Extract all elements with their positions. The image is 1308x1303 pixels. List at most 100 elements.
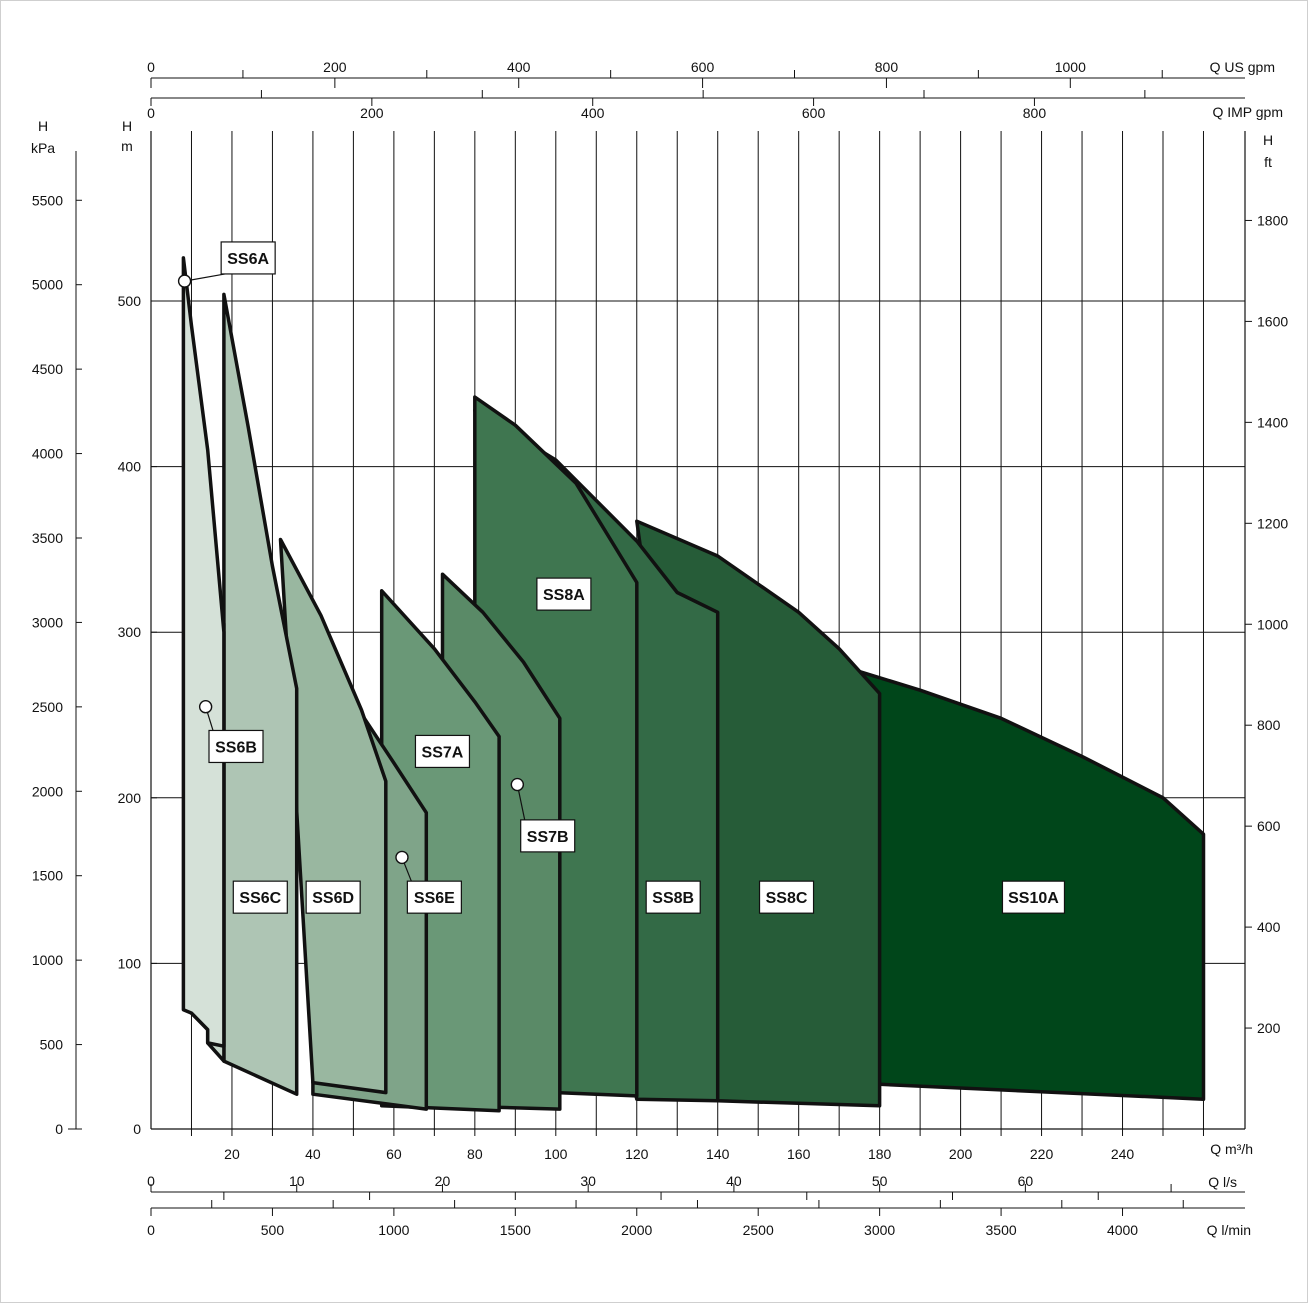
tick-label-kpa: 4500 <box>32 361 63 377</box>
tick-label-ft: 1200 <box>1257 515 1288 531</box>
series-label-ss6c: SS6C <box>239 890 281 907</box>
tick-label-m: 400 <box>118 459 142 475</box>
tick-label-ft: 600 <box>1257 818 1281 834</box>
tick-label-kpa: 5000 <box>32 277 63 293</box>
series-label-box-ss6a <box>220 241 276 275</box>
series-label-box-ss10a <box>1001 880 1066 914</box>
series-label-ss6d: SS6D <box>312 890 354 907</box>
callout-marker-ss6b <box>198 700 213 714</box>
tick-label-kpa: 0 <box>55 1121 63 1137</box>
series-label-box-ss7a <box>414 734 471 769</box>
tick-label-lmin: 3000 <box>864 1222 895 1238</box>
tick-label-kpa: 2000 <box>32 783 63 799</box>
series-label-box-ss6c <box>232 880 288 914</box>
tick-label-lmin: 1500 <box>500 1222 531 1238</box>
tick-label-lmin: 3500 <box>986 1222 1017 1238</box>
tick-label-ft: 1400 <box>1257 414 1288 430</box>
callout-line-ss6a <box>184 273 226 282</box>
tick-label-us-gpm: 1000 <box>1055 59 1086 75</box>
tick-label-m: 100 <box>118 955 142 971</box>
tick-label-m: 500 <box>118 293 142 309</box>
tick-label-ft: 1600 <box>1257 313 1288 329</box>
series-area-ss6a <box>181 256 226 1048</box>
tick-label-kpa: 4000 <box>32 446 63 462</box>
tick-label-m3h: 120 <box>625 1146 649 1162</box>
tick-label-ft: 400 <box>1257 919 1281 935</box>
tick-label-us-gpm: 600 <box>691 59 715 75</box>
tick-label-m3h: 40 <box>305 1146 321 1162</box>
tick-label-ft: 1000 <box>1257 616 1288 632</box>
tick-label-ls: 40 <box>726 1173 742 1189</box>
axis-label-kpa-top: H <box>38 118 48 134</box>
series-label-ss6a: SS6A <box>227 251 269 268</box>
series-label-ss7b: SS7B <box>527 829 569 846</box>
axis-label-us-gpm: Q US gpm <box>1210 59 1275 75</box>
axis-label-ft-top: H <box>1263 132 1273 148</box>
series-label-box-ss7b <box>520 819 576 853</box>
series-label-box-ss6b <box>208 729 264 764</box>
series-label-ss8b: SS8B <box>652 890 694 907</box>
tick-label-ls: 50 <box>872 1173 888 1189</box>
tick-label-ft: 200 <box>1257 1020 1281 1036</box>
series-label-box-ss8c <box>758 880 815 914</box>
axis-label-m-bottom: m <box>121 138 133 154</box>
tick-label-imp-gpm: 0 <box>147 105 155 121</box>
series-label-ss6b: SS6B <box>215 739 257 756</box>
series-label-box-ss8b <box>645 880 701 914</box>
tick-label-m3h: 100 <box>544 1146 568 1162</box>
tick-label-kpa: 3000 <box>32 614 63 630</box>
tick-label-m3h: 200 <box>949 1146 973 1162</box>
tick-label-us-gpm: 400 <box>507 59 531 75</box>
series-label-box-ss6d <box>305 880 361 914</box>
tick-label-lmin: 4000 <box>1107 1222 1138 1238</box>
tick-label-lmin: 0 <box>147 1222 155 1238</box>
tick-label-kpa: 2500 <box>32 699 63 715</box>
tick-label-kpa: 5500 <box>32 192 63 208</box>
tick-label-kpa: 3500 <box>32 530 63 546</box>
tick-label-m: 0 <box>133 1121 141 1137</box>
tick-label-ls: 10 <box>289 1173 305 1189</box>
axes: 0100200300400500Hm0500100015002000250030… <box>31 59 1288 1238</box>
series-labels: SS10A SS8C SS8B SS8A SS7B SS7A SS6E SS6D SS6C SS6… <box>177 241 1066 914</box>
tick-label-ls: 0 <box>147 1173 155 1189</box>
tick-label-ls: 20 <box>435 1173 451 1189</box>
callout-marker-ss6a <box>177 274 192 288</box>
axis-label-m-top: H <box>122 118 132 134</box>
tick-label-kpa: 1500 <box>32 868 63 884</box>
axis-label-ft-bottom: ft <box>1264 154 1272 170</box>
axis-label-m3h: Q m³/h <box>1210 1141 1253 1157</box>
tick-label-us-gpm: 200 <box>323 59 347 75</box>
series-label-box-ss6e <box>406 880 462 914</box>
tick-label-us-gpm: 800 <box>875 59 899 75</box>
axis-label-imp-gpm: Q IMP gpm <box>1212 104 1283 120</box>
axis-label-lmin: Q l/min <box>1207 1222 1251 1238</box>
tick-label-kpa: 500 <box>40 1037 64 1053</box>
tick-label-us-gpm: 0 <box>147 59 155 75</box>
callout-marker-ss7b <box>510 777 525 792</box>
series-areas <box>181 256 1206 1113</box>
series-area-ss6d <box>278 537 388 1095</box>
tick-label-m3h: 240 <box>1111 1146 1135 1162</box>
tick-label-m: 300 <box>118 624 142 640</box>
tick-label-lmin: 1000 <box>378 1222 409 1238</box>
callout-marker-ss6e <box>395 850 409 865</box>
series-area-ss6c <box>222 292 299 1096</box>
series-label-ss6e: SS6E <box>414 890 455 907</box>
axis-label-ls: Q l/s <box>1208 1174 1237 1190</box>
tick-label-lmin: 2500 <box>743 1222 774 1238</box>
tick-label-m3h: 20 <box>224 1146 240 1162</box>
tick-label-lmin: 500 <box>261 1222 285 1238</box>
tick-label-m3h: 180 <box>868 1146 892 1162</box>
tick-label-m3h: 160 <box>787 1146 811 1162</box>
tick-label-ft: 800 <box>1257 717 1281 733</box>
series-label-ss8a: SS8A <box>543 587 585 604</box>
tick-label-m3h: 220 <box>1030 1146 1054 1162</box>
tick-label-imp-gpm: 200 <box>360 105 384 121</box>
tick-label-ls: 30 <box>580 1173 596 1189</box>
tick-label-kpa: 1000 <box>32 952 63 968</box>
tick-label-lmin: 2000 <box>621 1222 652 1238</box>
tick-label-m: 200 <box>118 790 142 806</box>
tick-label-ft: 1800 <box>1257 212 1288 228</box>
